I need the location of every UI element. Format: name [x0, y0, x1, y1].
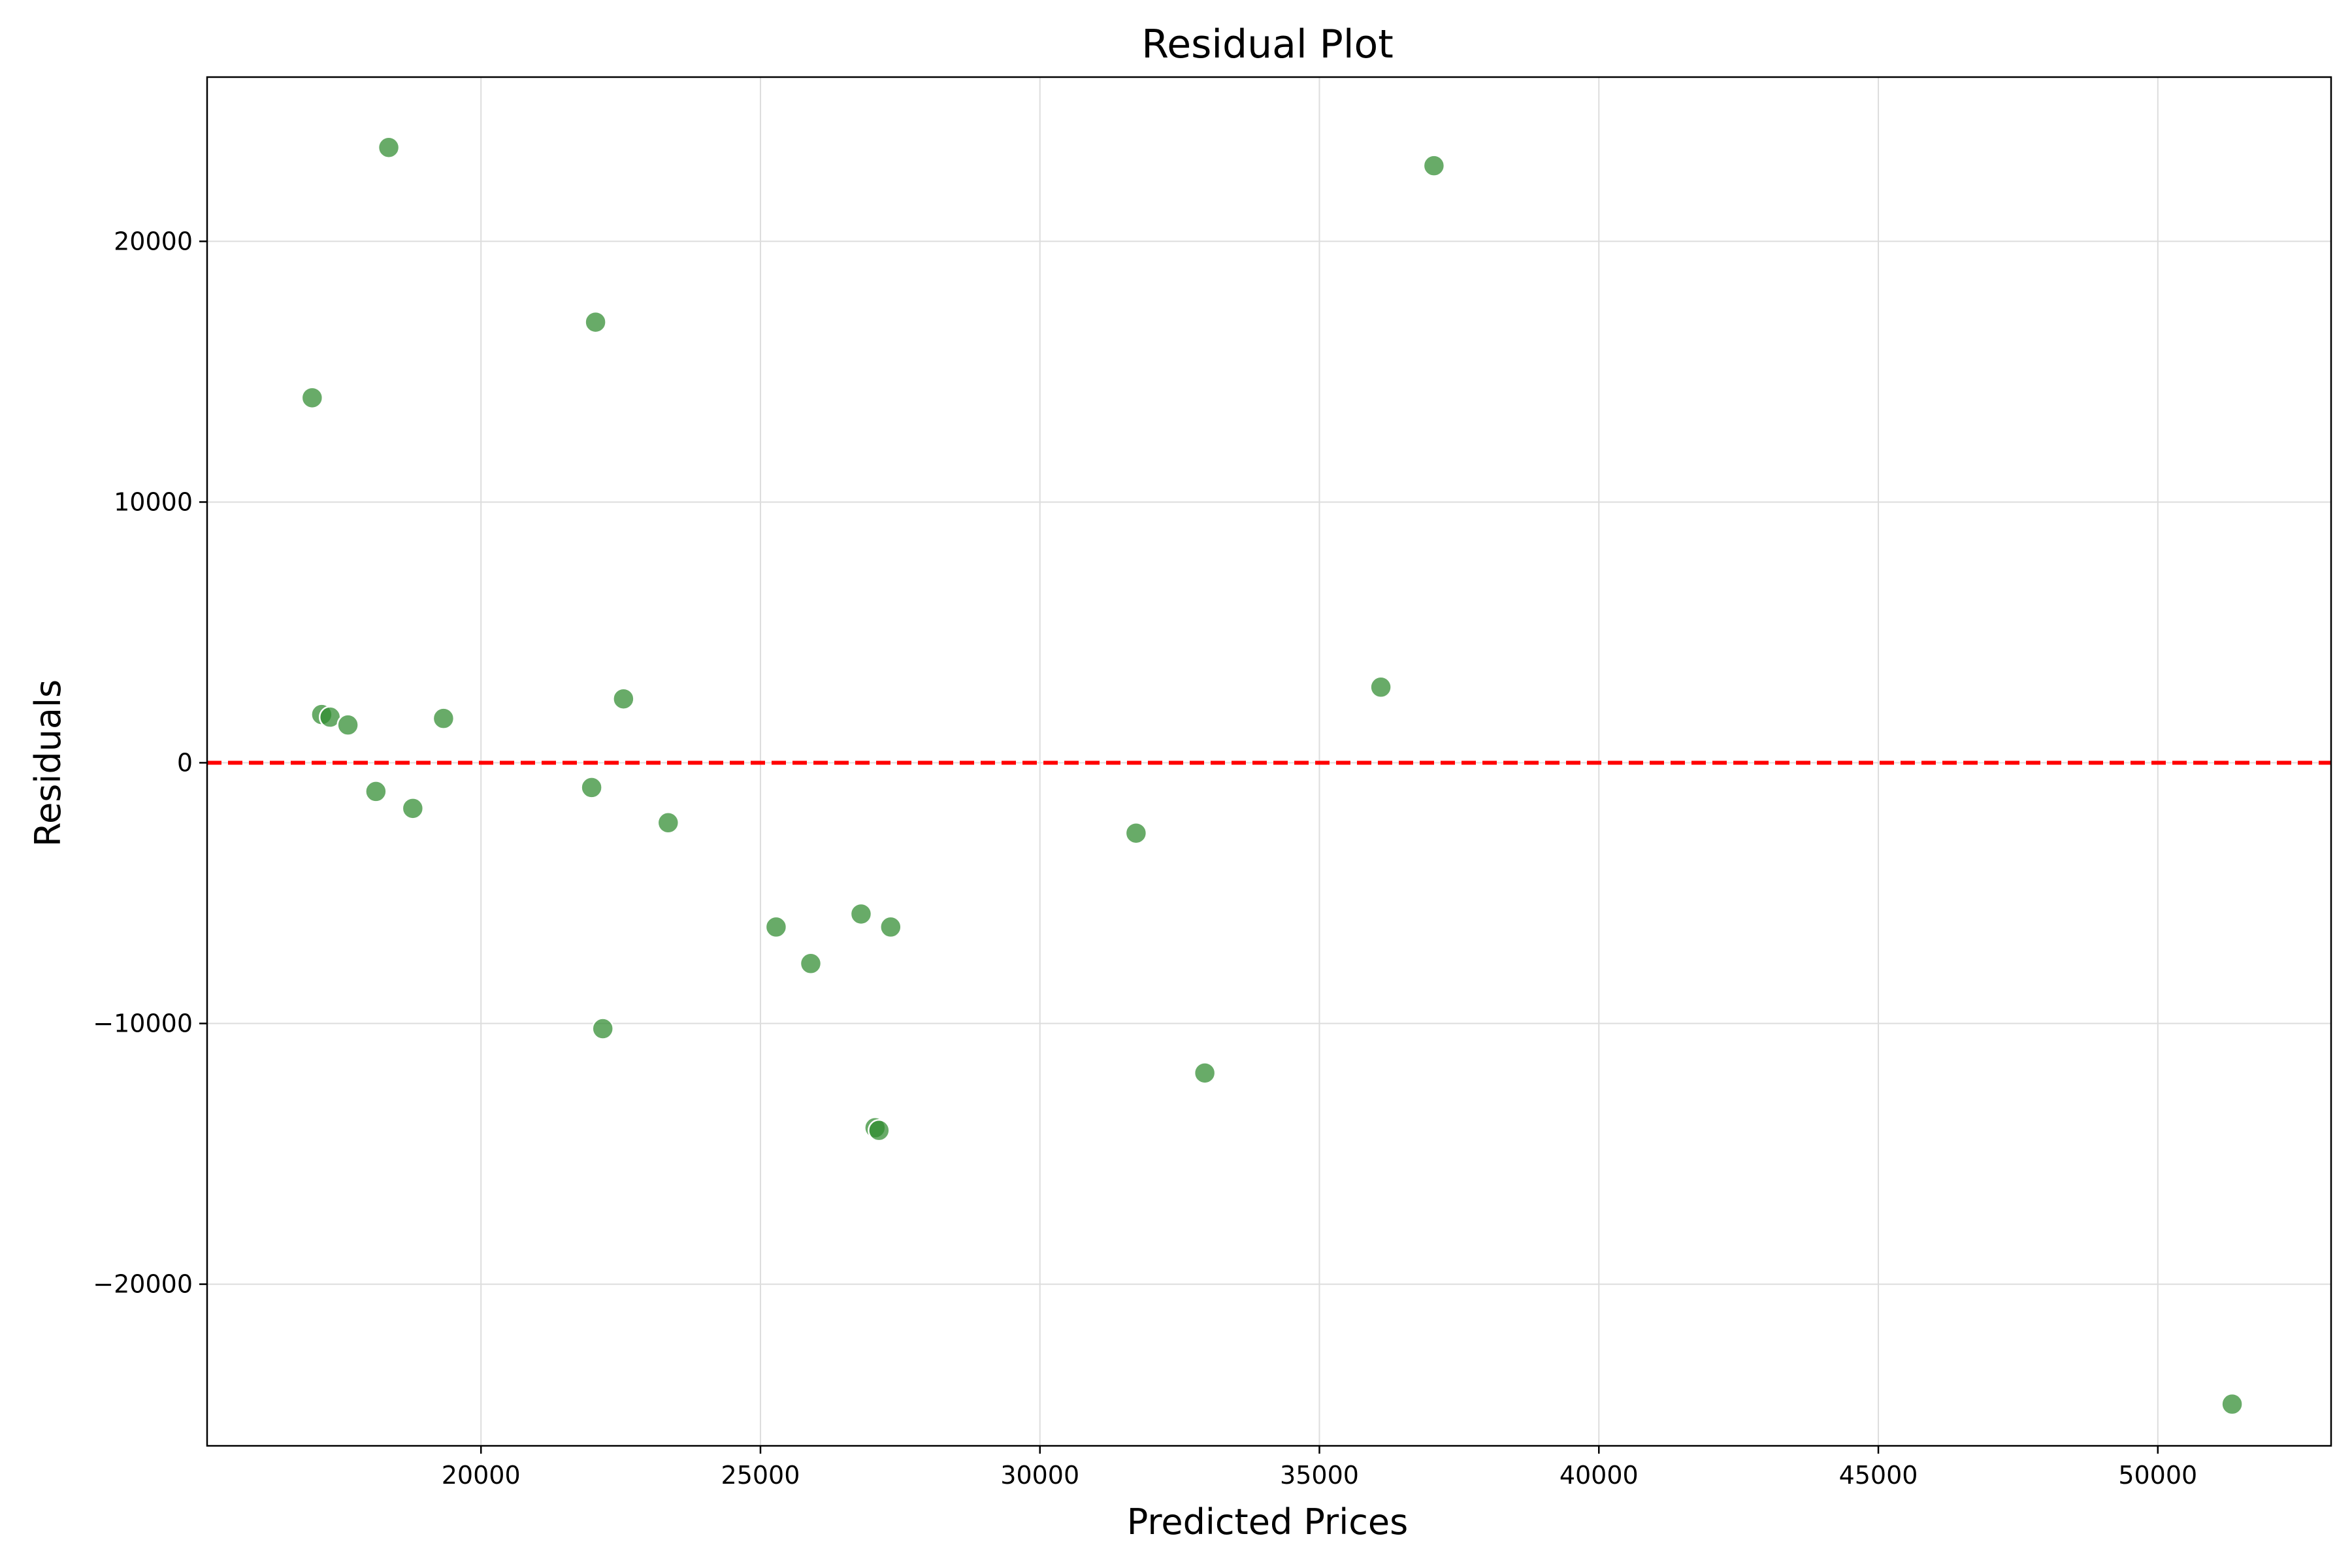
- x-axis-label: Predicted Prices: [1127, 1501, 1409, 1543]
- scatter-point: [1369, 676, 1392, 699]
- scatter-point: [401, 797, 425, 820]
- scatter-point: [879, 915, 902, 939]
- chart-title: Residual Plot: [1141, 22, 1394, 67]
- scatter-point: [657, 811, 680, 834]
- x-tick-label: 20000: [442, 1461, 521, 1490]
- scatter-point: [849, 902, 873, 926]
- plot-area-frame: [206, 76, 2332, 1447]
- scatter-point: [301, 386, 324, 410]
- scatter-point: [584, 310, 607, 334]
- y-tick-label: 10000: [114, 487, 193, 516]
- y-tick-label: −10000: [93, 1009, 193, 1038]
- scatter-point: [432, 707, 455, 730]
- scatter-point: [612, 687, 635, 710]
- y-tick-label: 20000: [114, 227, 193, 255]
- scatter-point: [1422, 154, 1446, 177]
- x-tick-label: 35000: [1280, 1461, 1359, 1490]
- data-points: [301, 136, 2244, 1416]
- y-tick-label: 0: [177, 748, 193, 777]
- scatter-point: [591, 1017, 614, 1040]
- x-tick-label: 25000: [721, 1461, 800, 1490]
- y-axis-ticks: −20000 −10000 0 10000 20000: [93, 227, 207, 1299]
- scatter-point: [764, 915, 788, 939]
- scatter-point: [365, 780, 387, 803]
- x-tick-label: 30000: [1000, 1461, 1079, 1490]
- scatter-point: [336, 713, 359, 736]
- x-tick-label: 40000: [1560, 1461, 1639, 1490]
- scatter-point: [377, 136, 400, 159]
- scatter-point: [1193, 1062, 1217, 1085]
- scatter-point: [868, 1119, 890, 1142]
- scatter-point: [580, 776, 603, 799]
- scatter-point: [799, 952, 823, 975]
- y-tick-label: −20000: [93, 1270, 193, 1299]
- y-axis-label: Residuals: [27, 679, 69, 847]
- x-tick-label: 45000: [1839, 1461, 1918, 1490]
- x-axis-ticks: 20000 25000 30000 35000 40000 45000 50000: [442, 1446, 2197, 1490]
- scatter-point: [1124, 821, 1148, 845]
- scatter-point: [2221, 1392, 2244, 1416]
- x-tick-label: 50000: [2118, 1461, 2197, 1490]
